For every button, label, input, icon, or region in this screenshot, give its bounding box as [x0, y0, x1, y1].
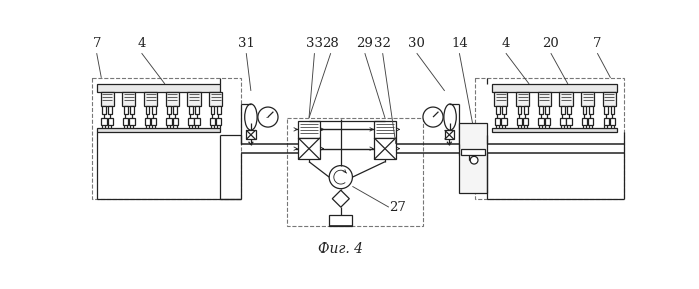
Bar: [545, 105, 549, 114]
Bar: [524, 105, 528, 114]
Bar: [298, 138, 320, 160]
Bar: [501, 118, 507, 125]
Bar: [517, 105, 521, 114]
Bar: [517, 118, 522, 125]
Bar: [209, 92, 222, 105]
Bar: [610, 105, 614, 114]
Text: 4: 4: [502, 37, 510, 50]
Bar: [144, 92, 157, 105]
Bar: [210, 105, 215, 114]
Bar: [129, 118, 135, 125]
Text: 28: 28: [322, 37, 339, 50]
Circle shape: [329, 166, 352, 189]
Bar: [495, 118, 500, 125]
Bar: [561, 105, 565, 114]
Bar: [582, 105, 586, 114]
Circle shape: [258, 107, 278, 127]
Bar: [496, 105, 500, 114]
Text: 20: 20: [542, 37, 559, 50]
Bar: [173, 118, 178, 125]
Bar: [166, 92, 179, 105]
Text: 29: 29: [356, 37, 373, 50]
Bar: [194, 118, 200, 125]
Bar: [603, 92, 616, 105]
Bar: [539, 105, 543, 114]
Bar: [459, 123, 487, 192]
Bar: [494, 92, 507, 105]
Bar: [151, 118, 157, 125]
Text: 4: 4: [138, 37, 146, 50]
Bar: [545, 118, 550, 125]
Bar: [167, 105, 171, 114]
Bar: [475, 78, 624, 199]
Bar: [188, 118, 194, 125]
Bar: [124, 105, 128, 114]
Bar: [298, 121, 320, 138]
Bar: [145, 118, 150, 125]
Bar: [329, 215, 352, 226]
Bar: [560, 118, 565, 125]
Bar: [589, 105, 593, 114]
Bar: [374, 121, 396, 138]
Circle shape: [470, 156, 478, 164]
Bar: [97, 128, 220, 132]
Bar: [101, 92, 114, 105]
Bar: [603, 118, 609, 125]
Bar: [445, 130, 454, 139]
Bar: [210, 118, 215, 125]
Text: 32: 32: [374, 37, 391, 50]
Polygon shape: [332, 190, 350, 207]
Bar: [97, 84, 220, 92]
Bar: [374, 138, 396, 160]
Text: Фиг. 4: Фиг. 4: [318, 242, 363, 256]
Bar: [173, 105, 178, 114]
Text: 7: 7: [593, 37, 602, 50]
Bar: [217, 105, 221, 114]
Bar: [582, 118, 587, 125]
Bar: [516, 92, 529, 105]
Bar: [610, 118, 615, 125]
Text: 14: 14: [451, 37, 468, 50]
Text: 33: 33: [306, 37, 323, 50]
Bar: [461, 149, 485, 155]
Ellipse shape: [444, 104, 456, 130]
Bar: [559, 92, 572, 105]
Bar: [101, 118, 107, 125]
Text: 30: 30: [408, 37, 425, 50]
Bar: [588, 118, 593, 125]
Bar: [122, 92, 136, 105]
Bar: [216, 118, 222, 125]
Bar: [108, 105, 112, 114]
Text: 7: 7: [92, 37, 101, 50]
Ellipse shape: [245, 104, 257, 130]
Bar: [287, 118, 423, 226]
Text: 27: 27: [389, 201, 407, 214]
Bar: [123, 118, 129, 125]
Bar: [492, 84, 617, 92]
Bar: [492, 128, 617, 132]
Bar: [166, 118, 172, 125]
Bar: [145, 105, 150, 114]
Bar: [605, 105, 608, 114]
Bar: [538, 92, 551, 105]
Bar: [581, 92, 594, 105]
Bar: [567, 105, 571, 114]
Bar: [538, 118, 544, 125]
Bar: [195, 105, 199, 114]
Circle shape: [423, 107, 443, 127]
Bar: [152, 105, 156, 114]
Bar: [92, 78, 241, 199]
Bar: [189, 105, 193, 114]
Bar: [523, 118, 528, 125]
Text: 31: 31: [238, 37, 254, 50]
Bar: [566, 118, 572, 125]
Bar: [108, 118, 113, 125]
Bar: [246, 130, 256, 139]
Bar: [187, 92, 201, 105]
Bar: [502, 105, 506, 114]
Bar: [102, 105, 106, 114]
Bar: [130, 105, 134, 114]
